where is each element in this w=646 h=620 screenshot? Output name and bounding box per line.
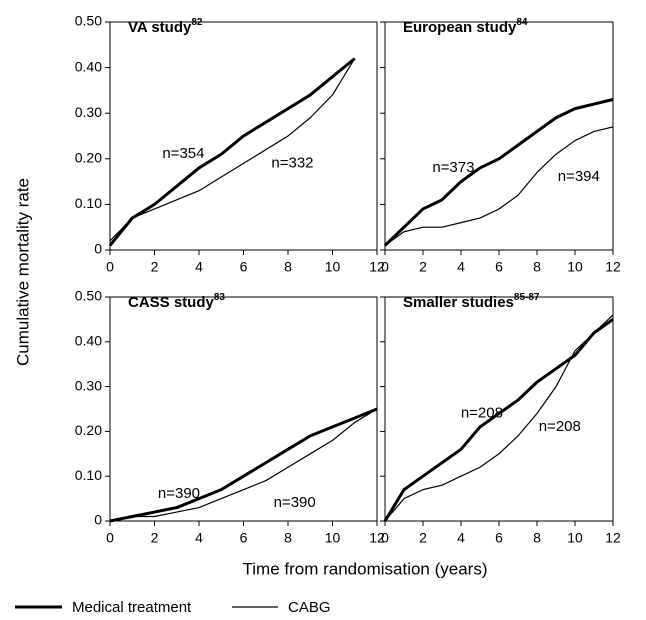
x-tick-label: 4 bbox=[195, 259, 203, 275]
panel-title-text: VA study bbox=[128, 19, 192, 36]
legend-label: Medical treatment bbox=[72, 599, 192, 616]
y-tick-label: 0.30 bbox=[75, 104, 102, 120]
x-tick-label: 10 bbox=[567, 259, 583, 275]
annotation: n=332 bbox=[271, 154, 313, 171]
series-line bbox=[109, 408, 378, 522]
panel-title-superscript: 83 bbox=[214, 292, 226, 303]
y-tick-label: 0 bbox=[94, 512, 102, 528]
x-tick-label: 6 bbox=[495, 259, 503, 275]
annotation: n=390 bbox=[274, 494, 316, 511]
y-tick-label: 0.50 bbox=[75, 13, 102, 29]
series-line bbox=[383, 98, 614, 247]
x-tick-label: 10 bbox=[567, 530, 583, 546]
panel-title-text: CASS study bbox=[128, 294, 215, 311]
panel-title-superscript: 84 bbox=[516, 17, 528, 28]
x-tick-label: 2 bbox=[151, 259, 159, 275]
x-tick-label: 4 bbox=[457, 259, 465, 275]
x-tick-label: 4 bbox=[195, 530, 203, 546]
series-line bbox=[109, 58, 356, 242]
x-tick-label: 8 bbox=[533, 530, 541, 546]
y-axis-label: Cumulative mortality rate bbox=[13, 178, 32, 366]
x-tick-label: 0 bbox=[381, 530, 389, 546]
x-tick-label: 12 bbox=[369, 530, 385, 546]
y-tick-label: 0.40 bbox=[75, 333, 102, 349]
y-tick-label: 0.30 bbox=[75, 377, 102, 393]
series-line bbox=[108, 57, 356, 247]
x-tick-label: 12 bbox=[605, 259, 621, 275]
x-tick-label: 0 bbox=[106, 530, 114, 546]
annotation: n=208 bbox=[539, 418, 581, 435]
x-tick-label: 10 bbox=[325, 259, 341, 275]
x-tick-label: 2 bbox=[419, 530, 427, 546]
panel-title: VA study82 bbox=[128, 17, 203, 36]
panel-title-superscript: 82 bbox=[191, 17, 203, 28]
panel-title: Smaller studies85-87 bbox=[403, 292, 540, 311]
panel-title-text: Smaller studies bbox=[403, 294, 514, 311]
annotation: n=208 bbox=[461, 404, 503, 421]
x-tick-label: 12 bbox=[369, 259, 385, 275]
annotation: n=390 bbox=[158, 485, 200, 502]
annotation: n=394 bbox=[558, 168, 600, 185]
series-line bbox=[109, 407, 378, 523]
series-line bbox=[384, 126, 614, 246]
x-tick-label: 2 bbox=[151, 530, 159, 546]
x-axis-label: Time from randomisation (years) bbox=[243, 559, 488, 578]
x-tick-label: 0 bbox=[106, 259, 114, 275]
series-line bbox=[383, 318, 614, 522]
y-tick-label: 0.20 bbox=[75, 422, 102, 438]
x-tick-label: 8 bbox=[284, 530, 292, 546]
x-tick-label: 4 bbox=[457, 530, 465, 546]
x-tick-label: 6 bbox=[240, 259, 248, 275]
x-tick-label: 0 bbox=[381, 259, 389, 275]
plot-frame bbox=[384, 21, 614, 251]
x-tick-label: 8 bbox=[533, 259, 541, 275]
annotation: n=354 bbox=[162, 145, 204, 162]
plot-frame bbox=[109, 296, 378, 522]
x-tick-label: 2 bbox=[419, 259, 427, 275]
legend-label: CABG bbox=[288, 599, 331, 616]
x-tick-label: 6 bbox=[240, 530, 248, 546]
x-tick-label: 6 bbox=[495, 530, 503, 546]
panel-title-superscript: 85-87 bbox=[514, 292, 540, 303]
y-tick-label: 0.50 bbox=[75, 288, 102, 304]
y-tick-label: 0.10 bbox=[75, 195, 102, 211]
y-tick-label: 0.10 bbox=[75, 467, 102, 483]
y-tick-label: 0 bbox=[94, 241, 102, 257]
y-tick-label: 0.40 bbox=[75, 58, 102, 74]
annotation: n=373 bbox=[432, 159, 474, 176]
series-line bbox=[384, 314, 614, 522]
panel-title-text: European study bbox=[403, 19, 517, 36]
panel-title: CASS study83 bbox=[128, 292, 225, 311]
x-tick-label: 10 bbox=[325, 530, 341, 546]
y-tick-label: 0.20 bbox=[75, 150, 102, 166]
x-tick-label: 12 bbox=[605, 530, 621, 546]
x-tick-label: 8 bbox=[284, 259, 292, 275]
panel-title: European study84 bbox=[403, 17, 528, 36]
